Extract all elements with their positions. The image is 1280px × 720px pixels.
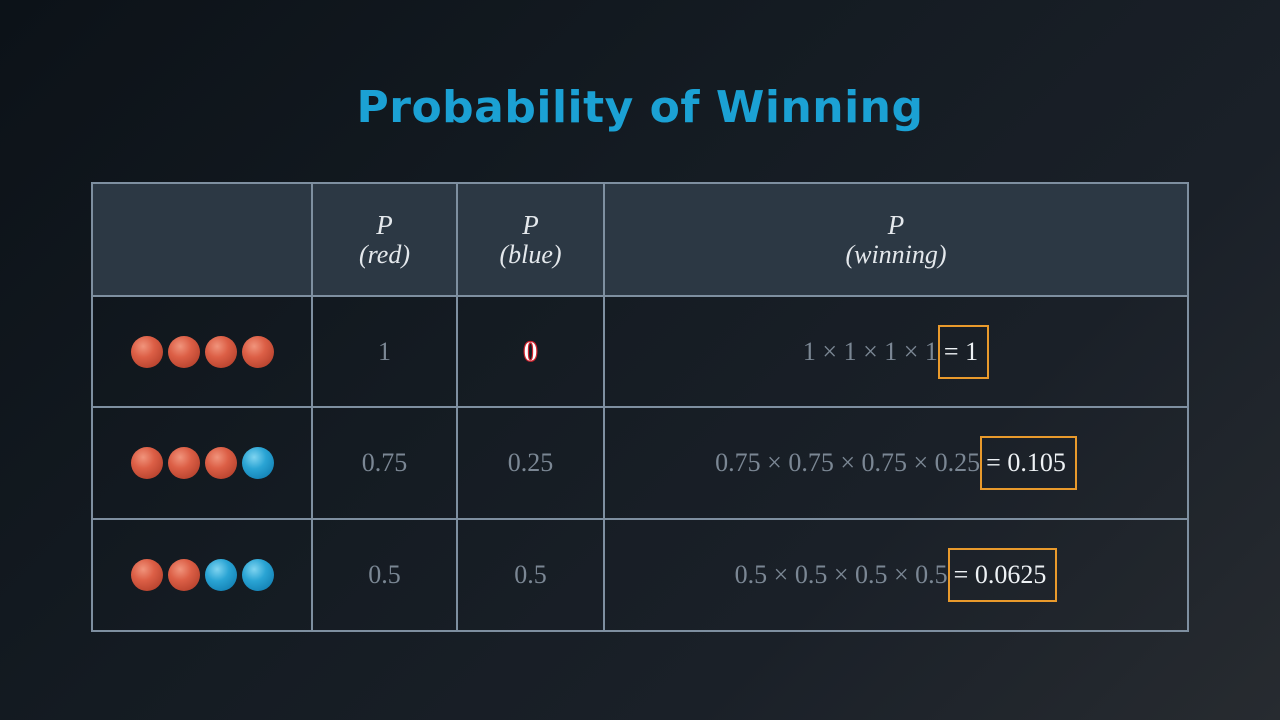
balls-cell: [93, 297, 311, 406]
header-p-blue: P (blue): [458, 184, 603, 295]
formula: 1 × 1 × 1 × 1: [802, 336, 938, 366]
table-header-row: [93, 184, 1187, 295]
red-ball-icon: [167, 335, 200, 368]
red-ball-icon: [130, 447, 163, 479]
blue-ball-icon: [204, 559, 237, 591]
page-title: Probability of Winning: [356, 82, 924, 133]
red-ball-icon: [130, 559, 163, 591]
blue-ball-icon: [241, 559, 274, 591]
red-ball-icon: [167, 559, 200, 591]
result-box: = 1: [937, 324, 990, 379]
balls-cell: [93, 408, 311, 518]
ball-group: [130, 559, 274, 591]
header-sub-label: (red): [358, 239, 410, 269]
p-blue-value: 0.5: [514, 560, 547, 589]
p-winning-cell: 0.75 × 0.75 × 0.75 × 0.25 = 0.105: [605, 408, 1187, 518]
blue-ball-icon: [241, 447, 274, 479]
red-ball-icon: [204, 335, 237, 368]
header-sub-label: (winning): [845, 239, 947, 269]
header-p-label: P: [522, 209, 539, 240]
red-ball-icon: [241, 335, 274, 368]
formula: 0.75 × 0.75 × 0.75 × 0.25: [715, 448, 981, 477]
row-divider: [93, 406, 1187, 408]
result-box: = 0.105: [980, 436, 1077, 490]
probability-table: P (red) P (blue) P (winning) 1 0 1 × 1 ×…: [91, 182, 1189, 632]
header-p-label: P: [376, 209, 393, 240]
balls-cell: [93, 520, 311, 630]
red-ball-icon: [204, 447, 237, 479]
result-box: = 0.0625: [947, 548, 1058, 602]
ball-group: [130, 447, 274, 479]
p-winning-cell: 1 × 1 × 1 × 1 = 1: [605, 297, 1187, 406]
header-p-label: P: [887, 209, 905, 240]
red-ball-icon: [130, 335, 163, 368]
header-p-red: P (red): [313, 184, 456, 295]
red-ball-icon: [167, 447, 200, 479]
ball-group: [130, 335, 274, 368]
p-blue-zero-value: 0: [522, 334, 538, 368]
p-red-value: 1: [378, 336, 391, 366]
header-p-winning: P (winning): [605, 184, 1187, 295]
p-blue-value: 0.25: [507, 448, 554, 477]
row-divider: [93, 518, 1187, 520]
p-red-value: 0.5: [368, 560, 401, 589]
formula: 0.5 × 0.5 × 0.5 × 0.5: [734, 560, 948, 589]
p-winning-cell: 0.5 × 0.5 × 0.5 × 0.5 = 0.0625: [605, 520, 1187, 630]
header-sub-label: (blue): [499, 239, 562, 269]
row-divider: [93, 295, 1187, 297]
p-red-value: 0.75: [361, 448, 408, 477]
p-blue-value: 0: [458, 297, 603, 406]
